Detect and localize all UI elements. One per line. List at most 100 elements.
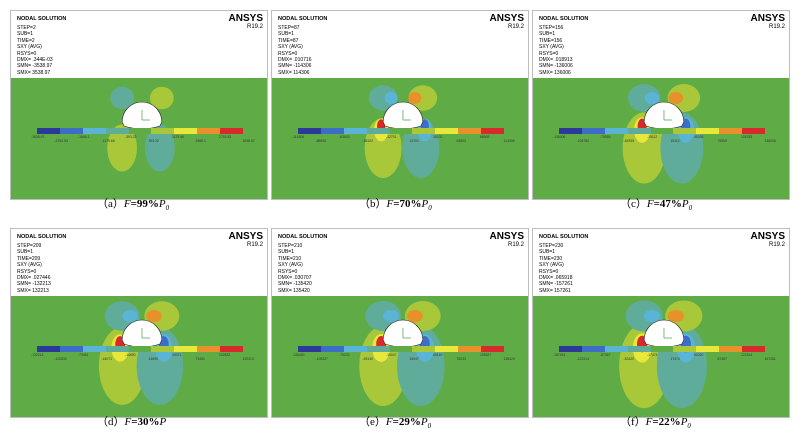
legend-swatch — [151, 128, 175, 134]
contour-lobe — [122, 310, 138, 322]
info-line: STEP=87 — [278, 25, 300, 31]
legend-swatch — [389, 128, 413, 134]
legend-swatch — [719, 128, 743, 134]
caption-prefix: （c） — [620, 198, 647, 210]
info-line: RSYS=0 — [278, 268, 298, 275]
info-line: SUB=1 — [539, 31, 555, 38]
legend-tick: -52420 — [623, 357, 635, 361]
info-line: SXY (AVG) — [17, 44, 42, 51]
info-line: SMX= 157261 — [539, 287, 571, 294]
caption-symbol: P — [421, 198, 429, 210]
caption-prefix: （a） — [97, 198, 124, 210]
legend-swatch — [220, 346, 244, 352]
color-legend — [559, 128, 766, 134]
info-line: SUB=1 — [278, 249, 294, 256]
legend-tick: -45140 — [362, 357, 374, 361]
legend-tick: 45335 — [694, 135, 704, 139]
info-line: STEP=209 — [17, 243, 42, 249]
ansys-version: R19.2 — [768, 24, 785, 30]
info-line: SMN= -135420 — [278, 281, 312, 288]
contour-lobe — [668, 92, 684, 104]
info-line: SMN= -3538.97 — [17, 63, 53, 70]
legend-tick: 14690 — [148, 357, 158, 361]
info-line: RSYS=0 — [17, 50, 37, 57]
info-line: TIME=2 — [17, 37, 35, 44]
legend-swatch — [37, 346, 60, 352]
solution-title: NODAL SOLUTION — [539, 234, 589, 240]
legend-swatch — [366, 346, 390, 352]
legend-swatch — [298, 346, 321, 352]
legend-swatch — [82, 346, 106, 352]
legend-ticks: -135420 -105327 -75233 -45140 -15047 15047 451… — [292, 353, 515, 362]
legend-swatch — [458, 128, 482, 134]
contour-lobe — [644, 92, 660, 104]
info-line: SXY (AVG) — [278, 44, 303, 51]
panel-e: NODAL SOLUTION ANSYS R19.2 STEP=210 SUB=1 TIM… — [271, 228, 529, 418]
legend-tick: -102832 — [54, 357, 67, 361]
color-legend — [559, 346, 766, 352]
info-line: STEP=156 — [539, 25, 564, 31]
legend-tick: -15112 — [647, 135, 658, 139]
legend-tick: -1966.1 — [78, 135, 90, 139]
caption-var: F — [386, 198, 394, 210]
caption-subscript: 0 — [687, 422, 691, 431]
ansys-logo: ANSYS — [489, 13, 524, 24]
info-line: RSYS=0 — [17, 268, 37, 275]
caption-var: F — [123, 198, 131, 210]
caption-prefix: （b） — [359, 198, 387, 210]
legend-swatch — [366, 128, 390, 134]
legend-tick: -3538.97 — [31, 135, 45, 139]
legend-tick: 15047 — [409, 357, 419, 361]
panel-d: NODAL SOLUTION ANSYS R19.2 STEP=209 SUB=1 TIM… — [10, 228, 268, 418]
caption-subscript: 0 — [165, 204, 170, 213]
legend-tick: 52420 — [694, 353, 704, 357]
caption-symbol: P — [680, 416, 688, 428]
legend-tick: -73451 — [78, 353, 89, 357]
ansys-version: R19.2 — [768, 242, 785, 248]
legend-tick: 45140 — [433, 353, 443, 357]
contour-lobe — [627, 84, 661, 112]
contour-lobe — [667, 310, 685, 322]
legend-tick: 63503 — [456, 139, 466, 143]
contour-lobe — [384, 92, 398, 104]
info-line: DMX= .065918 — [539, 275, 573, 282]
panel-c: NODAL SOLUTION ANSYS R19.2 STEP=156 SUB=1 TIM… — [532, 10, 790, 200]
caption-value: =99% — [130, 198, 159, 210]
solution-title: NODAL SOLUTION — [278, 16, 328, 22]
caption-prefix: （d） — [97, 416, 125, 428]
legend-swatch — [458, 346, 482, 352]
caption-symbol: P — [681, 198, 689, 210]
legend-tick: 73451 — [195, 357, 205, 361]
legend-tick: -105783 — [576, 139, 589, 143]
info-line: TIME=230 — [539, 255, 563, 262]
contour-plot — [11, 78, 267, 199]
contour-lobe — [383, 310, 400, 322]
legend-tick: 157261 — [764, 357, 776, 361]
legend-swatch — [696, 128, 720, 134]
contour-lobe — [667, 84, 701, 112]
legend-ticks: -3538.97 -2752.53 -1966.1 -1179.66 -393.22 39… — [31, 135, 255, 144]
legend-tick: -44071 — [101, 357, 113, 361]
legend-swatch — [604, 346, 628, 352]
legend-swatch — [220, 128, 244, 134]
legend-tick: -2752.53 — [54, 139, 68, 143]
legend-tick: -15047 — [386, 353, 397, 357]
legend-tick: 75559 — [717, 139, 727, 143]
legend-swatch — [412, 128, 436, 134]
legend-swatch — [481, 128, 505, 134]
legend-swatch — [627, 346, 651, 352]
caption-value: =70% — [393, 198, 422, 210]
legend-tick: 75233 — [456, 357, 466, 361]
legend-swatch — [742, 346, 766, 352]
legend-tick: -88905 — [315, 139, 327, 143]
caption-value: =47% — [653, 198, 682, 210]
legend-swatch — [197, 128, 221, 134]
legend-swatch — [151, 346, 175, 352]
info-line: SXY (AVG) — [539, 44, 564, 51]
contour-lobe — [107, 124, 138, 172]
ansys-logo: ANSYS — [228, 231, 263, 242]
legend-swatch — [320, 346, 344, 352]
contour-plot — [533, 296, 789, 417]
caption-var: F — [645, 416, 653, 428]
legend-tick: 122314 — [741, 353, 753, 357]
